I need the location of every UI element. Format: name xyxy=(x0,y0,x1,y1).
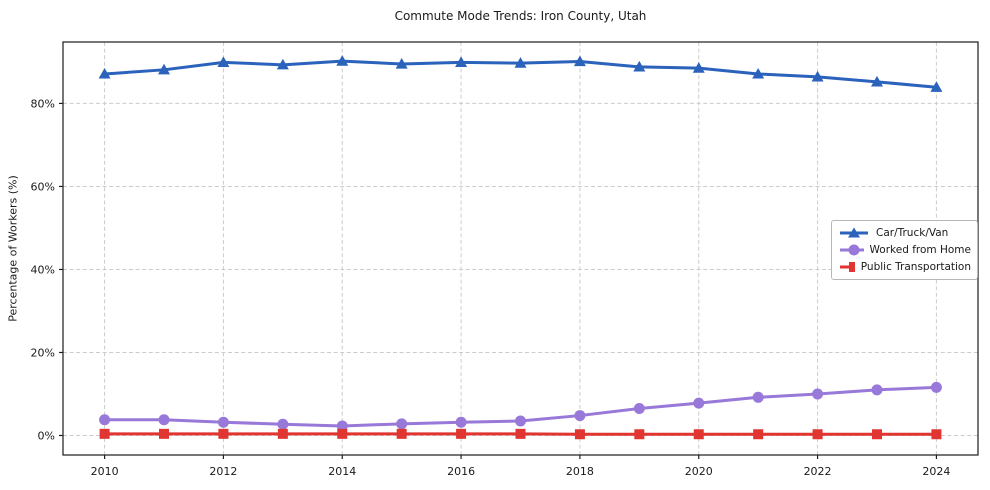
data-point-marker xyxy=(218,428,229,439)
data-point-marker xyxy=(158,414,170,426)
data-point-marker xyxy=(396,418,408,430)
data-point-marker xyxy=(753,429,764,440)
data-point-marker xyxy=(752,391,764,403)
data-point-marker xyxy=(217,416,229,428)
x-tick-label: 2012 xyxy=(209,465,237,478)
legend-item-car-truck-van: Car/Truck/Van xyxy=(838,225,971,241)
x-tick-label: 2010 xyxy=(91,465,119,478)
data-point-marker xyxy=(633,60,646,72)
data-point-marker xyxy=(455,56,468,67)
data-point-marker xyxy=(693,397,705,409)
x-tick-label: 2016 xyxy=(447,465,475,478)
data-point-marker xyxy=(99,414,111,426)
x-tick-label: 2018 xyxy=(566,465,594,478)
square-marker-icon xyxy=(840,262,855,273)
x-tick-label: 2020 xyxy=(685,465,713,478)
data-point-marker xyxy=(336,420,348,432)
data-point-marker xyxy=(515,428,526,439)
y-tick-label: 60% xyxy=(31,180,55,193)
x-tick-label: 2024 xyxy=(922,465,950,478)
legend: Car/Truck/Van Worked from Home Public Tr… xyxy=(831,220,978,280)
data-point-marker xyxy=(277,428,288,439)
y-tick-label: 0% xyxy=(38,429,55,442)
data-point-marker xyxy=(337,428,348,439)
circle-marker-icon xyxy=(840,244,864,256)
data-point-marker xyxy=(159,428,170,439)
data-point-marker xyxy=(276,58,289,70)
data-point-marker xyxy=(217,56,230,67)
data-point-marker xyxy=(573,55,586,67)
data-point-marker xyxy=(633,403,645,415)
data-point-marker xyxy=(692,62,705,73)
legend-label: Public Transportation xyxy=(860,261,971,274)
y-tick-label: 80% xyxy=(31,97,55,110)
data-point-marker xyxy=(277,418,289,430)
legend-item-worked-from-home: Worked from Home xyxy=(838,242,971,258)
triangle-marker-icon xyxy=(840,227,868,238)
y-tick-label: 40% xyxy=(31,263,55,276)
data-point-marker xyxy=(336,55,349,66)
data-point-marker xyxy=(870,75,883,87)
plot-border xyxy=(62,41,979,456)
data-point-marker xyxy=(930,81,943,92)
data-point-marker xyxy=(514,57,527,68)
data-point-marker xyxy=(871,384,883,396)
data-point-marker xyxy=(456,428,467,439)
data-point-marker xyxy=(812,429,823,440)
data-point-marker xyxy=(98,67,111,79)
y-tick-label: 20% xyxy=(31,346,55,359)
data-point-marker xyxy=(395,57,408,69)
data-point-marker xyxy=(752,67,765,79)
data-point-marker xyxy=(871,429,882,440)
x-tick-label: 2022 xyxy=(804,465,832,478)
data-point-marker xyxy=(455,416,467,428)
legend-label: Worked from Home xyxy=(869,243,971,256)
data-point-marker xyxy=(574,410,586,422)
data-point-marker xyxy=(515,415,526,427)
data-point-marker xyxy=(812,388,824,400)
data-point-marker xyxy=(634,429,645,440)
data-point-marker xyxy=(693,429,704,440)
data-point-marker xyxy=(396,428,407,439)
data-point-marker xyxy=(930,381,942,393)
data-point-marker xyxy=(811,70,824,82)
data-point-marker xyxy=(99,428,110,439)
data-point-marker xyxy=(158,63,171,75)
legend-item-public-transportation: Public Transportation xyxy=(838,259,971,275)
legend-label: Car/Truck/Van xyxy=(876,226,949,239)
x-tick-label: 2014 xyxy=(328,465,356,478)
chart-title: Commute Mode Trends: Iron County, Utah xyxy=(394,9,647,23)
data-point-marker xyxy=(931,429,942,440)
data-point-marker xyxy=(574,429,585,440)
